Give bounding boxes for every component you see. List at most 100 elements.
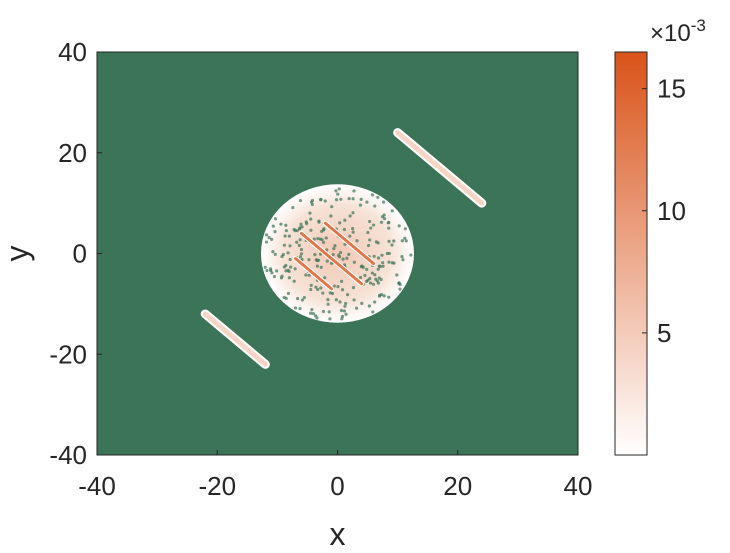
blob-speckle bbox=[272, 274, 277, 279]
central-blob bbox=[260, 184, 415, 323]
blob-speckle bbox=[358, 275, 363, 280]
streak-core bbox=[395, 130, 485, 206]
blob-speckle bbox=[287, 234, 291, 238]
blob-speckle bbox=[355, 239, 359, 243]
blob-speckle bbox=[343, 218, 347, 222]
colorbar-multiplier-base: ×10 bbox=[650, 20, 691, 47]
blob-speckle bbox=[352, 260, 356, 264]
blob-speckle bbox=[340, 288, 345, 292]
blob-speckle bbox=[397, 224, 401, 228]
blob-speckle bbox=[376, 267, 380, 271]
y-tick-label: 0 bbox=[73, 239, 87, 269]
blob-speckle bbox=[264, 240, 269, 244]
blob-speckle bbox=[365, 200, 369, 204]
blob-speckle bbox=[368, 281, 373, 285]
blob-speckle bbox=[403, 236, 407, 240]
blob-speckle bbox=[333, 244, 337, 248]
blob-speckle bbox=[296, 297, 300, 301]
blob-speckle bbox=[314, 285, 318, 289]
blob-speckle bbox=[291, 205, 295, 210]
blob-speckle bbox=[369, 226, 373, 230]
blob-speckle bbox=[373, 273, 377, 277]
blob-speckle bbox=[299, 252, 304, 256]
blob-speckle bbox=[390, 209, 394, 213]
colorbar bbox=[614, 51, 648, 456]
blob-speckle bbox=[270, 271, 274, 275]
blob-speckle bbox=[332, 284, 336, 288]
blob-speckle bbox=[295, 240, 299, 244]
blob-speckle bbox=[364, 279, 369, 284]
blob-speckle bbox=[387, 260, 391, 264]
blob-speckle bbox=[299, 247, 304, 252]
blob-speckle bbox=[351, 286, 356, 290]
x-tick-label: -40 bbox=[78, 471, 116, 501]
blob-speckle bbox=[400, 239, 404, 243]
blob-speckle bbox=[342, 309, 346, 313]
blob-speckle bbox=[339, 197, 343, 201]
blob-speckle bbox=[270, 237, 274, 241]
blob-speckle bbox=[326, 298, 330, 302]
blob-speckle bbox=[347, 196, 351, 201]
blob-speckle bbox=[354, 306, 359, 310]
blob-speckle bbox=[387, 239, 391, 243]
blob-speckle bbox=[284, 296, 288, 300]
blob-speckle bbox=[360, 301, 364, 305]
blob-speckle bbox=[330, 205, 334, 209]
blob-speckle bbox=[373, 204, 377, 208]
blob-speckle bbox=[329, 214, 333, 218]
blob-speckle bbox=[302, 296, 306, 300]
blob-speckle bbox=[344, 312, 348, 316]
blob-speckle bbox=[367, 304, 371, 308]
blob-speckle bbox=[271, 250, 275, 254]
blob-speckle bbox=[368, 276, 372, 281]
blob-speckle bbox=[401, 258, 405, 262]
y-axis-ticks: 40 20 0 -20 -40 bbox=[49, 37, 102, 470]
blob-speckle bbox=[366, 243, 371, 248]
blob-speckle bbox=[297, 227, 302, 231]
blob-speckle bbox=[351, 227, 355, 231]
blob-speckle bbox=[275, 269, 279, 273]
blob-speckle bbox=[321, 309, 326, 314]
blob-speckle bbox=[321, 291, 325, 295]
blob-speckle bbox=[264, 233, 269, 237]
blob-speckle bbox=[286, 291, 291, 296]
blob-speckle bbox=[281, 252, 285, 257]
blob-speckle bbox=[337, 255, 342, 259]
blob-speckle bbox=[363, 273, 367, 278]
blob-speckle bbox=[365, 267, 369, 271]
blob-speckle bbox=[309, 228, 313, 232]
blob-speckle bbox=[338, 221, 342, 225]
blob-speckle bbox=[371, 223, 376, 227]
blob-speckle bbox=[375, 279, 379, 283]
blob-speckle bbox=[297, 243, 301, 247]
blob-speckle bbox=[374, 240, 378, 244]
blob-speckle bbox=[338, 251, 343, 255]
blob-speckle bbox=[337, 187, 341, 191]
colorbar-exponent: -3 bbox=[691, 16, 706, 35]
blob-speckle bbox=[334, 189, 338, 193]
colorbar-tick-label: 10 bbox=[657, 196, 686, 226]
blob-speckle bbox=[309, 287, 313, 292]
blob-speckle bbox=[311, 312, 315, 316]
x-tick-label: 0 bbox=[330, 471, 344, 501]
blob-speckle bbox=[286, 251, 290, 255]
blob-speckle bbox=[284, 269, 288, 273]
blob-speckle bbox=[279, 276, 284, 280]
blob-speckle bbox=[345, 256, 349, 260]
blob-speckle bbox=[300, 298, 305, 302]
blob-speckle bbox=[336, 192, 340, 196]
blob-speckle bbox=[284, 263, 288, 268]
blob-speckle bbox=[287, 269, 291, 273]
blob-speckle bbox=[348, 234, 352, 238]
blob-speckle bbox=[344, 301, 348, 306]
heatmap-features bbox=[200, 128, 487, 369]
blob-speckle bbox=[319, 286, 323, 290]
blob-speckle bbox=[368, 219, 372, 224]
blob-speckle bbox=[382, 294, 386, 298]
blob-speckle bbox=[404, 239, 408, 243]
blob-speckle bbox=[390, 261, 394, 265]
blob-speckle bbox=[292, 227, 296, 232]
colorbar-tick-label: 15 bbox=[657, 74, 686, 104]
blob-speckle bbox=[360, 264, 364, 268]
blob-speckle bbox=[366, 230, 370, 235]
